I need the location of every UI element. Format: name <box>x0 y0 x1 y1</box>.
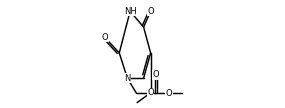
Text: NH: NH <box>124 7 137 16</box>
Text: N: N <box>124 74 131 83</box>
Text: O: O <box>101 33 108 42</box>
Text: O: O <box>147 7 154 16</box>
Text: O: O <box>152 70 159 79</box>
Text: O: O <box>166 89 172 98</box>
Text: O: O <box>147 88 154 97</box>
